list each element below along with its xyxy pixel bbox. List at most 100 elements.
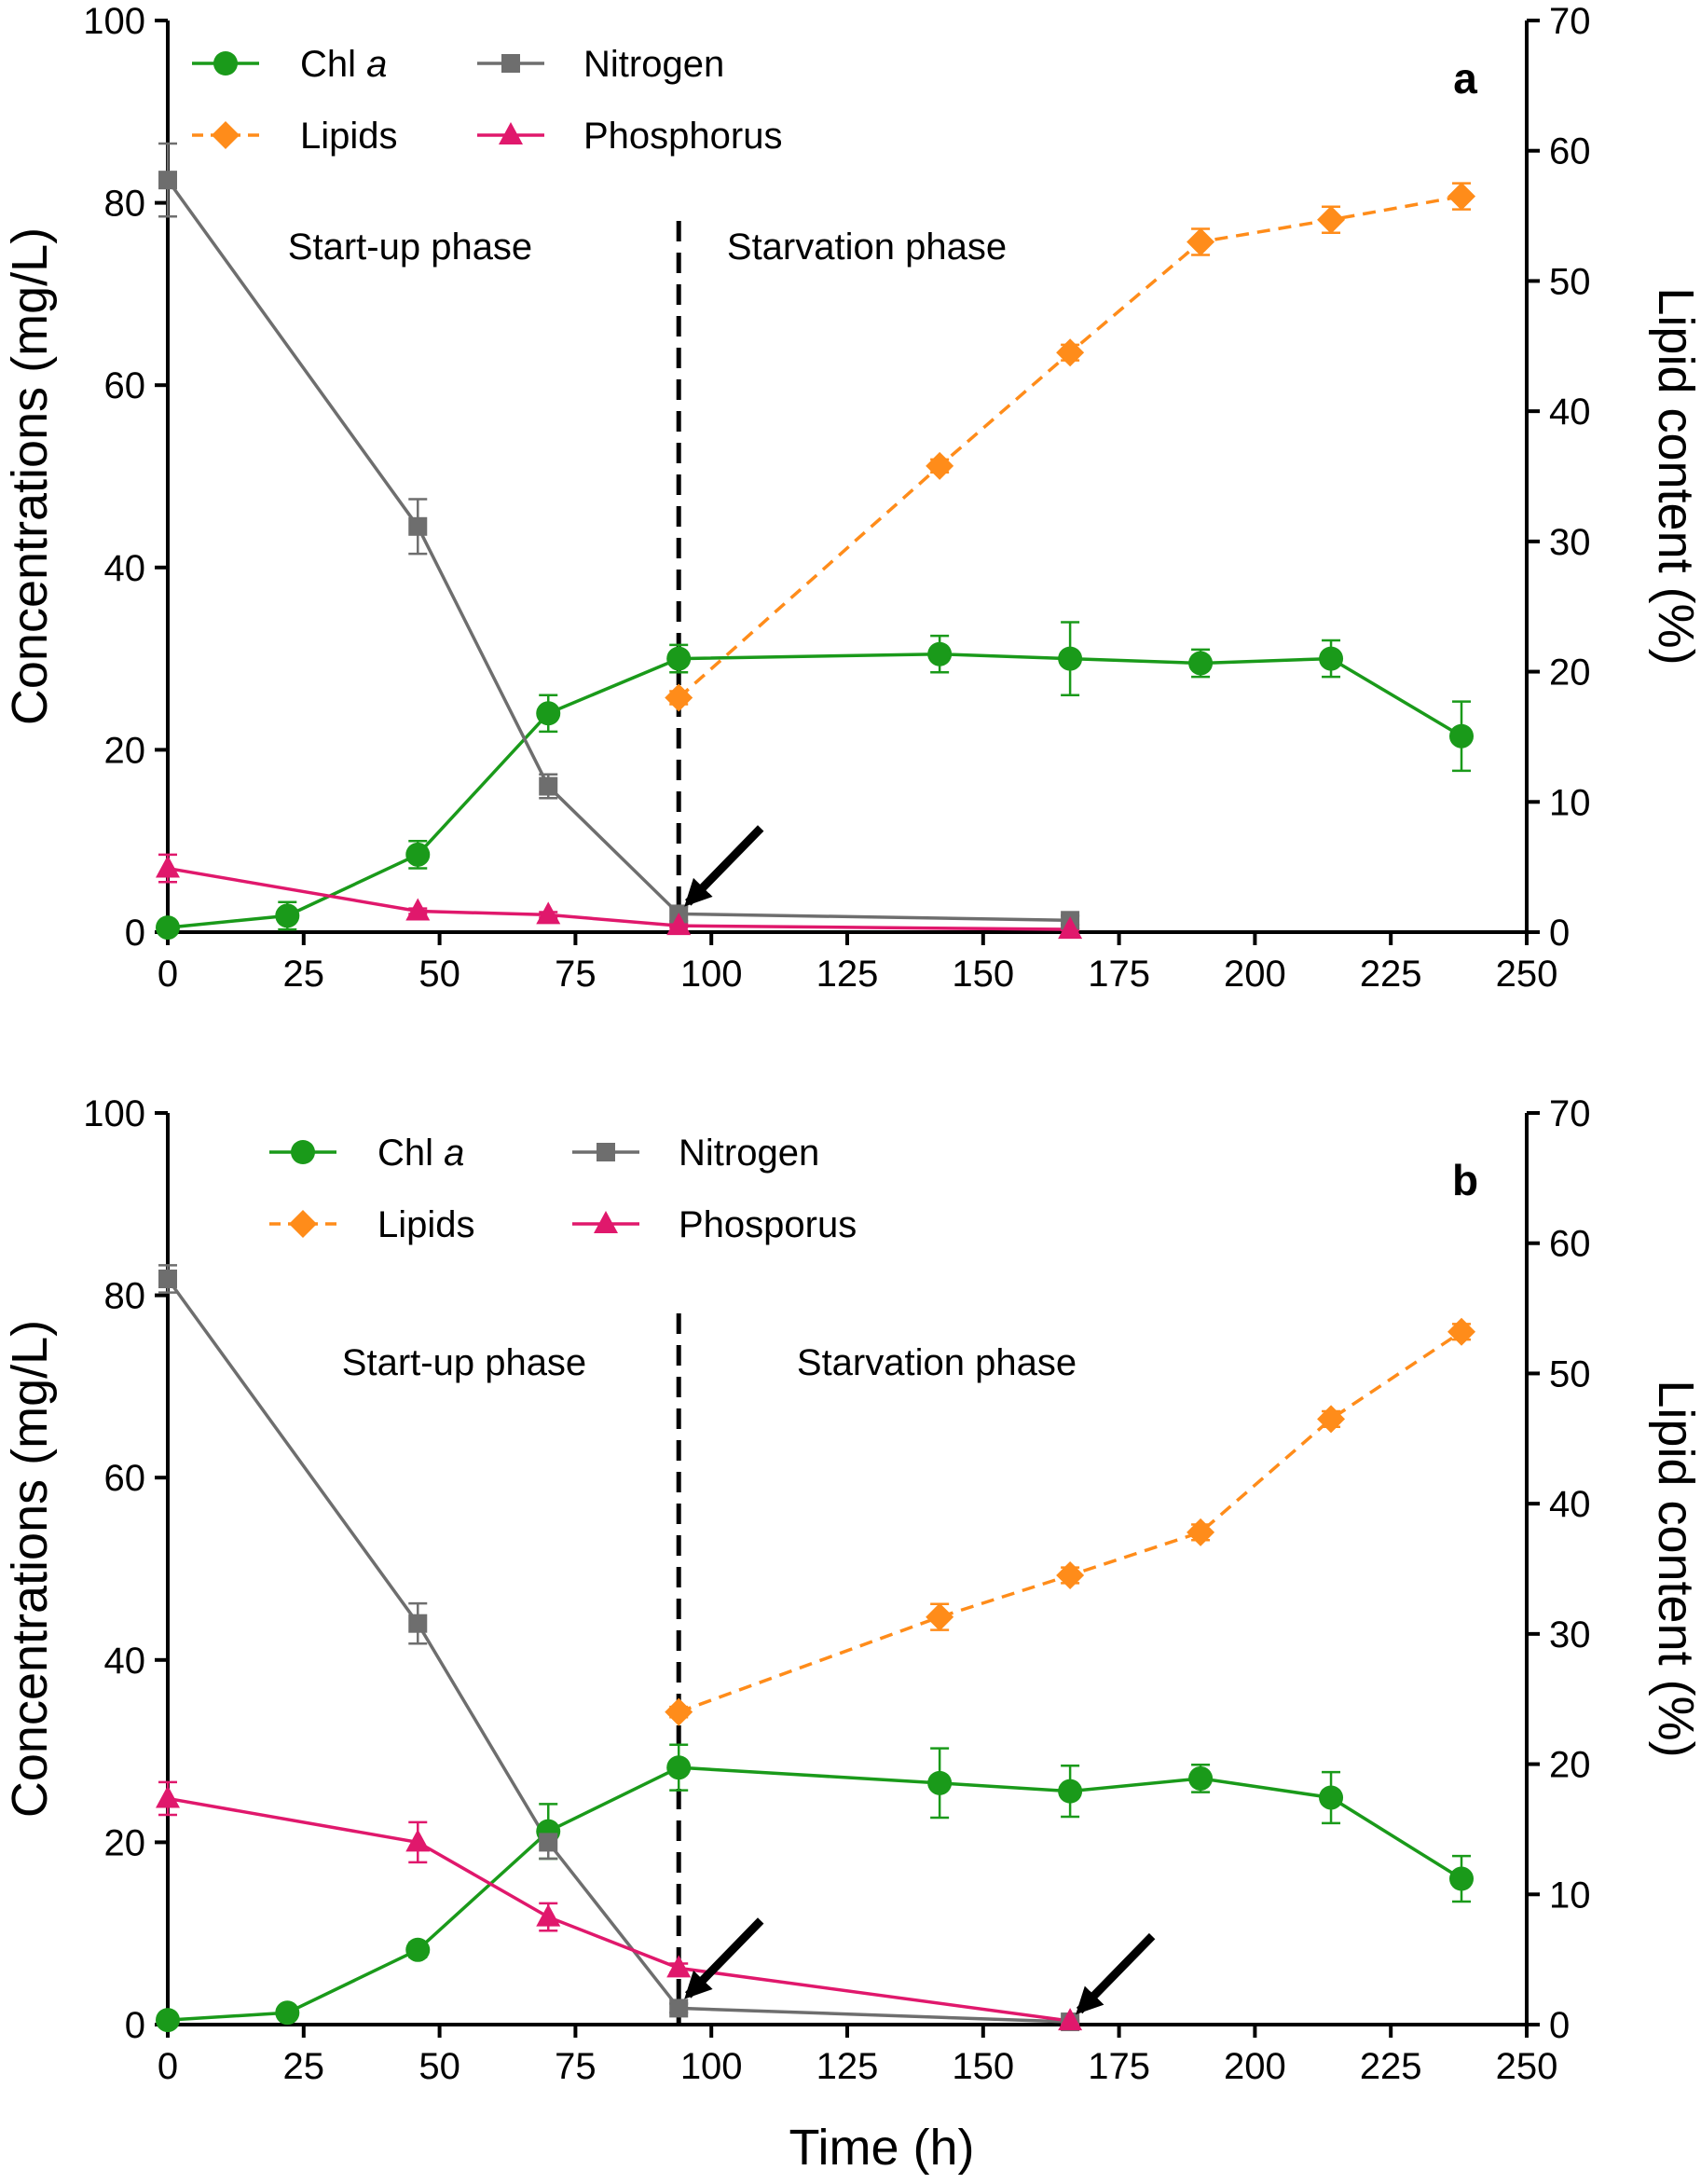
data-point-p [405,1829,431,1852]
x-tick-label: 200 [1224,954,1286,995]
data-point-chl [1449,723,1475,749]
x-tick-label: 25 [283,2046,325,2087]
y-tick-label-left: 100 [83,1093,145,1134]
x-tick-label: 225 [1360,2046,1422,2087]
legend-marker-chl [291,1140,315,1164]
data-point-chl [1058,1779,1083,1804]
panel-a: 0 25 50 75 100 125 150 175 200 225 250020406080100… [2,1,1701,995]
y-tick-label-left: 40 [104,1641,146,1682]
data-point-chl [927,641,953,666]
data-point-n [669,1999,689,2018]
legend-label-p: Phosphorus [583,116,782,157]
x-tick-label: 250 [1496,2046,1558,2087]
legend-label-lip: Lipids [377,1204,475,1245]
phase-label-starvation: Starvation phase [797,1342,1077,1383]
legend-marker-p [594,1211,618,1233]
y-tick-label-right: 70 [1549,1,1591,42]
legend-marker-lip [212,121,240,149]
data-point-chl [405,842,431,867]
data-point-lip [665,683,693,712]
legend-label-lip: Lipids [300,116,398,157]
data-point-chl [666,1755,692,1780]
y-tick-label-right: 30 [1549,1614,1591,1655]
data-point-n [158,171,177,190]
y-tick-label-right: 30 [1549,522,1591,563]
y-tick-label-right: 10 [1549,782,1591,823]
x-tick-label: 125 [816,2046,879,2087]
data-point-n [408,1614,428,1633]
x-tick-label: 175 [1088,2046,1150,2087]
data-point-p [1058,916,1083,940]
y-tick-label-right: 20 [1549,652,1591,694]
x-tick-label: 75 [555,2046,597,2087]
data-point-chl [1319,1785,1344,1810]
data-point-p [536,901,561,925]
legend-label-p: Phosporus [679,1204,857,1245]
panel-label: b [1452,1156,1478,1204]
data-point-p [666,913,692,936]
data-point-n [408,516,428,536]
legend-label-chl: Chl a [300,44,387,85]
data-point-chl [1188,651,1214,676]
data-point-chl [1449,1866,1475,1891]
data-point-chl [275,903,300,928]
legend-label-n: Nitrogen [679,1133,819,1174]
y-tick-label-right: 50 [1549,261,1591,302]
data-point-chl [156,2008,180,2033]
series-line-n [166,1277,1071,2024]
y-tick-label-right: 50 [1549,1353,1591,1394]
x-tick-label: 250 [1496,954,1558,995]
y-tick-label-left: 40 [104,548,146,589]
legend-marker-chl [213,51,238,76]
panel-b: 0 25 50 75 100 125 150 175 200 225 250020406080100… [2,1093,1701,2087]
x-tick-label: 100 [680,954,743,995]
x-tick-label: 75 [555,954,597,995]
y-axis-title-left: Concentrations (mg/L) [2,1320,58,1818]
y-tick-label-left: 20 [104,730,146,771]
data-point-chl [405,1937,431,1962]
y-tick-label-right: 40 [1549,1484,1591,1525]
data-point-lip [1056,1560,1085,1589]
series-line-lip [678,194,1462,699]
x-tick-label: 25 [283,954,325,995]
data-point-p [156,855,180,878]
annotation-arrow [1076,1932,1156,2015]
y-axis-title-right: Lipid content (%) [1648,1380,1701,1757]
data-point-p [1058,2008,1083,2031]
data-point-chl [536,701,561,726]
x-tick-label: 50 [418,954,460,995]
y-tick-label-right: 20 [1549,1745,1591,1786]
data-point-n [158,1269,177,1288]
data-point-lip [1447,182,1476,211]
y-tick-label-right: 60 [1549,1224,1591,1265]
data-point-lip [1447,1317,1476,1346]
y-tick-label-left: 80 [104,1276,146,1317]
x-tick-label: 125 [816,954,879,995]
data-point-chl [666,646,692,671]
series-line-p [167,1796,1071,2023]
phase-label-startup: Start-up phase [342,1342,586,1383]
data-point-p [536,1903,561,1927]
data-point-lip [1317,1405,1346,1434]
legend-marker-n [597,1143,615,1161]
data-point-chl [1319,646,1344,671]
y-axis-title-left: Concentrations (mg/L) [2,227,58,725]
data-point-lip [1317,205,1346,234]
series-line-chl [167,652,1462,929]
data-point-lip [665,1697,693,1726]
series-line-lip [678,1330,1462,1714]
y-tick-label-right: 70 [1549,1093,1591,1134]
data-point-p [156,1785,180,1808]
data-point-n [539,1833,558,1852]
data-point-chl [1188,1765,1214,1791]
y-tick-label-left: 60 [104,365,146,406]
x-tick-label: 0 [158,2046,178,2087]
y-tick-label-right: 0 [1549,913,1570,954]
series-line-p [167,866,1071,931]
y-tick-label-left: 0 [125,913,145,954]
x-tick-label: 225 [1360,954,1422,995]
x-tick-label: 0 [158,954,178,995]
x-tick-label: 150 [952,954,1014,995]
panel-label: a [1453,54,1477,103]
data-point-chl [1058,646,1083,671]
